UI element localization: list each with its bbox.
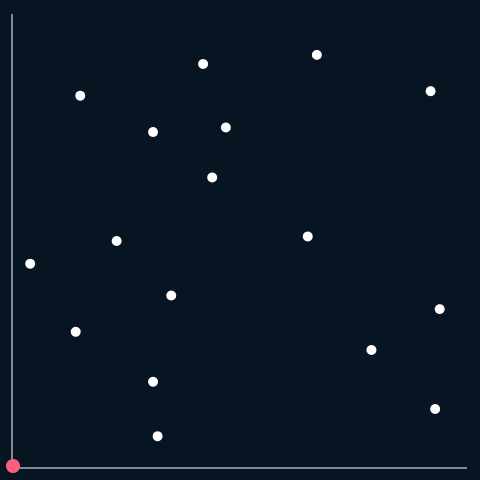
data-point-13 bbox=[70, 326, 81, 337]
data-point-4 bbox=[425, 86, 436, 97]
data-point-17 bbox=[152, 431, 163, 442]
data-point-2 bbox=[198, 58, 209, 69]
data-point-15 bbox=[148, 376, 159, 387]
data-point-1 bbox=[75, 90, 86, 101]
highlight-layer bbox=[6, 459, 20, 473]
data-point-3 bbox=[311, 49, 322, 60]
data-point-6 bbox=[220, 122, 231, 133]
origin-marker bbox=[6, 459, 20, 473]
data-point-16 bbox=[430, 403, 441, 414]
data-point-12 bbox=[434, 304, 445, 315]
data-point-8 bbox=[111, 236, 122, 246]
data-point-5 bbox=[148, 127, 159, 138]
data-point-9 bbox=[302, 231, 313, 242]
data-point-14 bbox=[366, 344, 377, 355]
points-layer bbox=[25, 49, 445, 442]
data-point-11 bbox=[166, 290, 177, 301]
data-point-7 bbox=[207, 172, 218, 183]
data-point-10 bbox=[25, 258, 36, 269]
